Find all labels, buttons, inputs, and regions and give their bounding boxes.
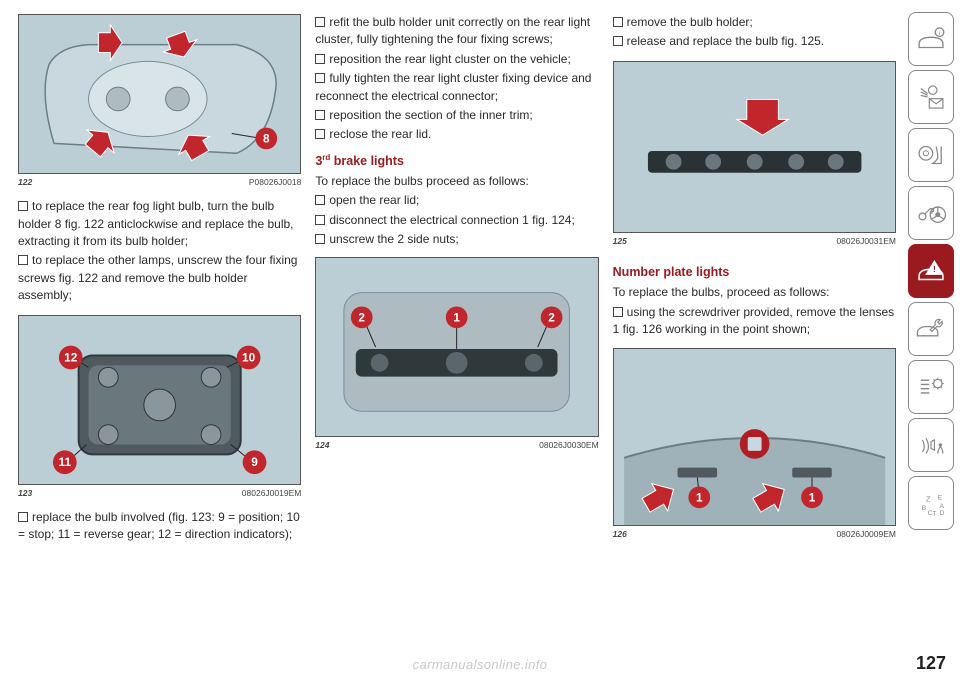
svg-text:A: A [940,503,945,510]
figure-122-caption: 122 P08026J0018 [18,176,301,188]
svg-text:B: B [922,505,927,512]
para: To replace the bulbs proceed as follows: [315,173,598,190]
car-wrench-icon [908,302,954,356]
para: disconnect the electrical connection 1 f… [315,212,598,229]
figure-125 [613,61,896,233]
svg-text:2: 2 [549,310,556,324]
figure-124: 2 1 2 [315,257,598,437]
watermark: carmanualsonline.info [413,657,548,672]
para: refit the bulb holder unit correctly on … [315,14,598,49]
svg-text:12: 12 [64,350,78,364]
figure-126-caption: 126 08026J0009EM [613,528,896,540]
fig-code: 08026J0030EM [539,439,599,451]
svg-text:Z: Z [926,494,931,503]
para: unscrew the 2 side nuts; [315,231,598,248]
content-columns: 8 122 P08026J0018 to replace the rear fo… [0,0,908,678]
svg-text:10: 10 [242,350,256,364]
para: To replace the bulbs, proceed as follows… [613,284,896,301]
alpha-icon: BCAD EZ T [908,476,954,530]
hazard-icon: ! [908,244,954,298]
figure-125-caption: 125 08026J0031EM [613,235,896,247]
svg-text:E: E [938,495,943,502]
para: to replace the rear fog light bulb, turn… [18,198,301,250]
para: remove the bulb holder; [613,14,896,31]
svg-text:8: 8 [263,131,270,145]
svg-text:1: 1 [808,491,815,505]
column-2: refit the bulb holder unit correctly on … [315,14,598,668]
fig-code: 08026J0019EM [242,487,302,499]
heading-number-plate: Number plate lights [613,263,896,281]
para: reposition the rear light cluster on the… [315,51,598,68]
para: to replace the other lamps, unscrew the … [18,252,301,304]
svg-text:!: ! [933,264,936,274]
para: fully tighten the rear light cluster fix… [315,70,598,105]
svg-text:T: T [933,512,937,518]
figure-123-caption: 123 08026J0019EM [18,487,301,499]
settings-list-icon [908,360,954,414]
figure-123: 12 10 11 9 [18,315,301,485]
svg-text:D: D [940,510,945,517]
page-number: 127 [916,653,946,674]
manual-page: 8 122 P08026J0018 to replace the rear fo… [0,0,960,678]
lights-mail-icon [908,70,954,124]
fig-num: 125 [613,235,627,247]
svg-text:2: 2 [359,310,366,324]
fig-num: 126 [613,528,627,540]
figure-126: 1 1 [613,348,896,526]
airbag-seat-icon [908,128,954,182]
para: release and replace the bulb fig. 125. [613,33,896,50]
svg-text:1: 1 [454,310,461,324]
fig-code: P08026J0018 [249,176,301,188]
fig-num: 122 [18,176,32,188]
fig-num: 124 [315,439,329,451]
section-sidebar: i ! BCAD EZ T [908,0,960,678]
column-1: 8 122 P08026J0018 to replace the rear fo… [18,14,301,668]
figure-124-caption: 124 08026J0030EM [315,439,598,451]
para: open the rear lid; [315,192,598,209]
column-3: remove the bulb holder; release and repl… [613,14,896,668]
audio-nav-icon [908,418,954,472]
heading-text: brake lights [330,154,404,168]
svg-text:C: C [928,510,933,517]
para: using the screwdriver provided, remove t… [613,304,896,339]
para: reposition the section of the inner trim… [315,107,598,124]
fig-num: 123 [18,487,32,499]
fig-code: 08026J0031EM [836,235,896,247]
svg-text:9: 9 [251,455,258,469]
svg-text:1: 1 [696,491,703,505]
fig-code: 08026J0009EM [836,528,896,540]
key-wheel-icon [908,186,954,240]
svg-text:11: 11 [59,455,72,469]
figure-122: 8 [18,14,301,174]
para: reclose the rear lid. [315,126,598,143]
para: replace the bulb involved (fig. 123: 9 =… [18,509,301,544]
car-info-icon: i [908,12,954,66]
heading-brake-lights: 3rd brake lights [315,152,598,170]
